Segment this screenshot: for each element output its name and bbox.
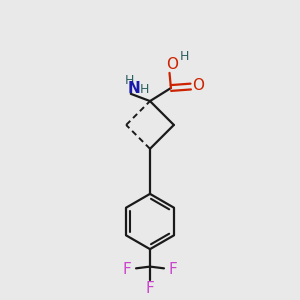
Text: H: H: [125, 74, 134, 87]
Text: O: O: [167, 57, 178, 72]
Text: F: F: [122, 262, 131, 277]
Text: N: N: [127, 81, 140, 96]
Text: F: F: [146, 281, 154, 296]
Text: F: F: [169, 262, 178, 277]
Text: H: H: [140, 83, 149, 96]
Text: O: O: [192, 79, 204, 94]
Text: H: H: [179, 50, 189, 63]
